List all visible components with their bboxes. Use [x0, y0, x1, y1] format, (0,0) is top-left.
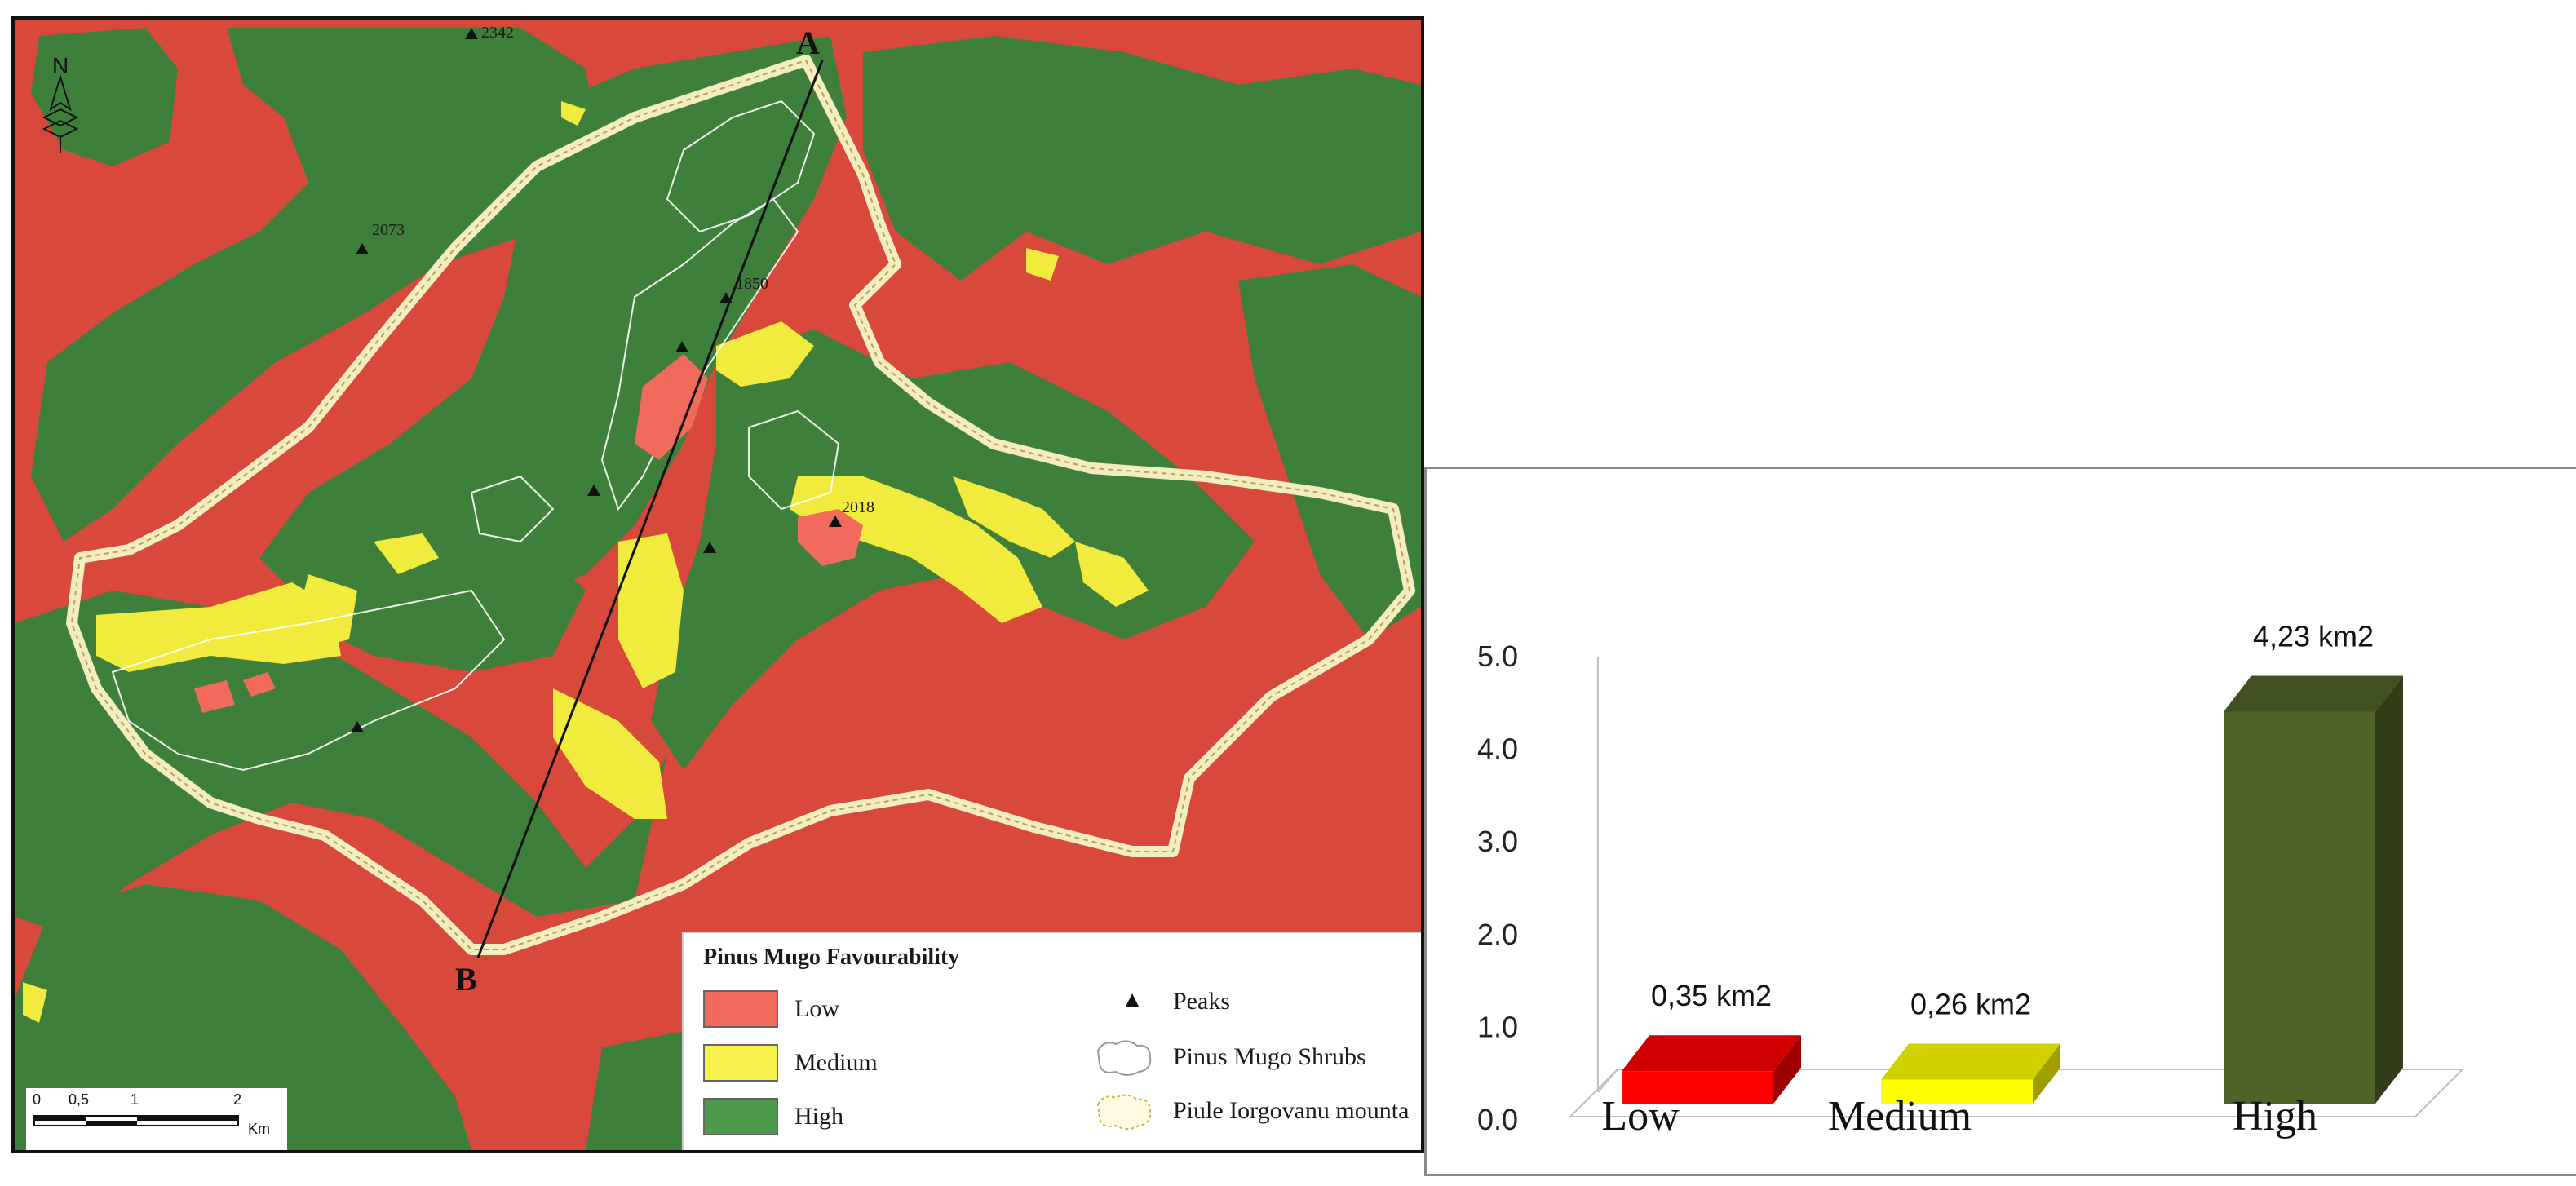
- y-tick-label: 3.0: [1477, 825, 1518, 858]
- y-tick-label: 0.0: [1477, 1103, 1518, 1136]
- category-labels: Low Medium High: [1601, 1093, 2317, 1140]
- y-tick-label: 2.0: [1477, 918, 1518, 951]
- scale-unit: Km: [248, 1121, 270, 1137]
- peak-label: 2073: [372, 221, 405, 239]
- cross-section-line: [476, 60, 824, 958]
- bar-top: [1622, 1035, 1801, 1072]
- legend-label: Medium: [794, 1049, 878, 1076]
- peak-icon: [675, 341, 688, 352]
- scale-graphic: [33, 1115, 239, 1126]
- bars: [1622, 675, 2403, 1104]
- peak-label: 2342: [481, 24, 514, 42]
- point-b-label: B: [455, 961, 477, 998]
- legend-item-high: High: [703, 1098, 843, 1135]
- shrub-outline-icon: [1096, 1040, 1152, 1076]
- map-legend: Pinus Mugo Favourability Low Medium High…: [682, 932, 1421, 1150]
- bar-front: [1622, 1071, 1773, 1104]
- legend-item-boundary: Piule Iorgovanu mounta: [1091, 1088, 1409, 1134]
- bar-top: [1881, 1043, 2060, 1080]
- favourability-map: A B 2342 2073 2018 1850 N 0 0,5: [11, 16, 1424, 1153]
- legend-item-medium: Medium: [703, 1044, 878, 1082]
- legend-title: Pinus Mugo Favourability: [703, 945, 960, 970]
- category-label: High: [2233, 1093, 2317, 1140]
- pinus-mugo-shrubs: [111, 100, 840, 772]
- legend-label: Low: [794, 995, 839, 1022]
- medium-swatch: [703, 1044, 778, 1082]
- boundary-outline-icon: [1096, 1094, 1152, 1130]
- y-tick-label: 1.0: [1477, 1010, 1518, 1043]
- peak-icon: [587, 485, 600, 496]
- legend-label: High: [794, 1103, 843, 1130]
- peak-label: 1850: [736, 275, 768, 293]
- compass-icon: N: [42, 53, 79, 153]
- low-swatch: [703, 990, 778, 1028]
- legend-item-peaks: Peaks: [1108, 985, 1230, 1018]
- legend-label: Piule Iorgovanu mounta: [1173, 1097, 1410, 1124]
- scale-tick: 0,5: [69, 1091, 90, 1108]
- y-tick-label: 5.0: [1477, 639, 1518, 673]
- chart-floor: [1568, 1069, 2465, 1117]
- peak-label: 2018: [842, 498, 874, 516]
- bar-data-label: 0,26 km2: [1910, 987, 2031, 1020]
- bar-data-label: 4,23 km2: [2253, 619, 2374, 653]
- data-labels: 0,35 km2 0,26 km2 4,23 km2: [1651, 619, 2374, 1020]
- triangle-icon: [1126, 993, 1139, 1007]
- y-tick-label: 4.0: [1477, 732, 1518, 766]
- high-swatch: [703, 1098, 778, 1135]
- north-arrow: N: [36, 52, 85, 162]
- low-patches: [194, 354, 863, 713]
- peak-icon: [465, 28, 478, 39]
- bar-side: [2033, 1043, 2060, 1104]
- medium-zones: [23, 101, 1149, 1023]
- y-axis-connector: [1597, 1069, 1618, 1093]
- bar-side: [2375, 675, 2403, 1104]
- area-chart-panel: 0.0 1.0 2.0 3.0 4.0 5.0 0,35 km2 0,26 km2 4,23 …: [1424, 467, 2576, 1176]
- point-a-label: A: [796, 24, 820, 61]
- chart-axes: [1568, 657, 2465, 1117]
- bar-data-label: 0,35 km2: [1651, 979, 1772, 1012]
- peak-icon: [719, 292, 733, 303]
- y-tick-labels: 0.0 1.0 2.0 3.0 4.0 5.0: [1477, 639, 1518, 1136]
- legend-label: Peaks: [1173, 988, 1230, 1015]
- bar-side: [1773, 1035, 1801, 1104]
- bar-front: [1881, 1079, 2033, 1104]
- bar-front: [2224, 711, 2375, 1104]
- bar-top: [2224, 675, 2403, 712]
- north-label: N: [52, 53, 69, 78]
- scale-tick: 1: [131, 1091, 139, 1108]
- scale-tick: 0: [33, 1091, 42, 1108]
- study-area-boundary-inner: [70, 59, 1411, 950]
- legend-item-shrubs: Pinus Mugo Shrubs: [1091, 1034, 1366, 1080]
- high-zones: [15, 28, 1421, 1150]
- legend-item-low: Low: [703, 990, 839, 1028]
- bar-chart: 0.0 1.0 2.0 3.0 4.0 5.0 0,35 km2 0,26 km2 4,23 …: [1477, 619, 2465, 1140]
- category-label: Low: [1601, 1093, 1680, 1140]
- peak-icon: [351, 721, 364, 732]
- peak-icon: [829, 516, 842, 527]
- legend-label: Pinus Mugo Shrubs: [1173, 1043, 1366, 1070]
- scale-tick: 2: [233, 1091, 242, 1108]
- peak-icon: [356, 243, 369, 254]
- category-label: Medium: [1828, 1093, 1972, 1140]
- peak-icon: [703, 542, 716, 553]
- peaks: 2342 2073 2018 1850: [351, 24, 874, 732]
- scale-bar: 0 0,5 1 2 Km: [26, 1088, 287, 1150]
- map-canvas: A B 2342 2073 2018 1850: [15, 20, 1421, 1150]
